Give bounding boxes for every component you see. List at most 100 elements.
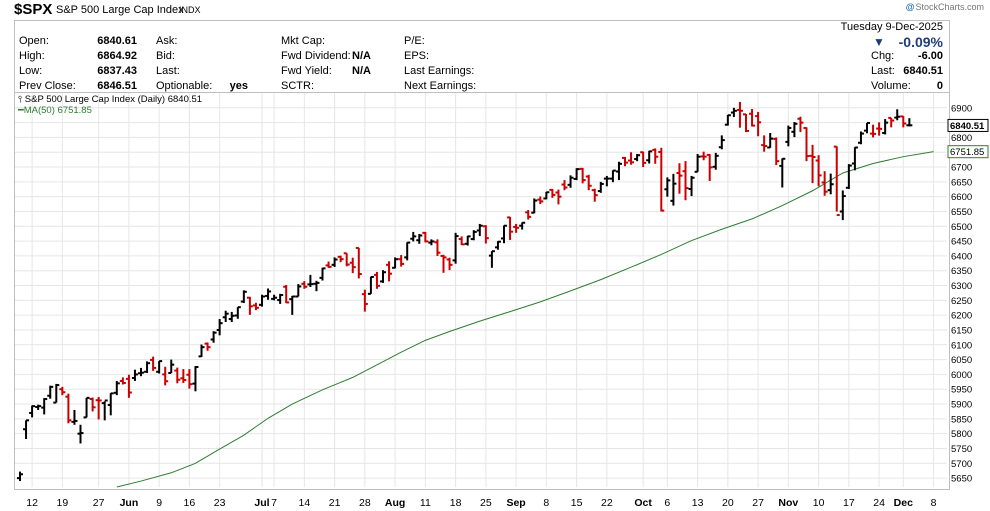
- y-tick-label: 6250: [951, 296, 972, 307]
- ohlc-bar: [482, 225, 489, 244]
- y-tick-label: 6650: [951, 177, 972, 188]
- ohlc-bar: [670, 173, 677, 206]
- ma-line-icon: ━: [18, 105, 24, 116]
- ohlc-bar: [646, 150, 653, 164]
- chart-header: $SPX S&P 500 Large Cap Index INDX @Stock…: [0, 0, 990, 20]
- x-tick-label: 20: [722, 497, 734, 509]
- ohlc-bar: [658, 147, 665, 212]
- x-tick-label: 24: [873, 497, 885, 509]
- x-tick-label: 8: [543, 497, 549, 509]
- ohlc-bar: [821, 171, 828, 196]
- x-tick-label: 10: [813, 497, 825, 509]
- ohlc-bar: [664, 177, 671, 197]
- ohlc-bar: [386, 261, 393, 282]
- last-earnings-label: Last Earnings:: [404, 65, 475, 77]
- ohlc-bar: [682, 161, 689, 201]
- ohlc-bar: [210, 331, 217, 343]
- ohlc-bar: [561, 180, 568, 191]
- ohlc-bar: [313, 280, 320, 292]
- ohlc-bar: [125, 374, 132, 398]
- optionable-value: yes: [229, 80, 248, 92]
- ask-label: Ask:: [156, 35, 178, 47]
- ohlc-bar: [864, 121, 870, 134]
- ohlc-bar: [724, 114, 731, 126]
- ohlc-bar: [131, 369, 138, 381]
- ohlc-bar: [767, 132, 774, 149]
- ohlc-bar: [845, 164, 852, 189]
- ohlc-bar: [779, 157, 786, 188]
- ohlc-bar: [628, 152, 635, 165]
- ohlc-bar: [222, 310, 229, 322]
- stockcharts-credit[interactable]: @StockCharts.com: [906, 2, 984, 12]
- y-tick-label: 6900: [951, 103, 972, 114]
- last-price-tag-box: [947, 118, 989, 132]
- x-tick-label: 18: [450, 497, 462, 509]
- ohlc-bar: [476, 223, 483, 237]
- ohlc-bar: [271, 294, 278, 301]
- y-tick-label: 6200: [951, 311, 972, 322]
- bid-label: Bid:: [156, 50, 175, 62]
- ohlc-bar: [736, 101, 743, 128]
- x-tick-label: Jul: [254, 497, 269, 509]
- pe-label: P/E:: [404, 35, 425, 47]
- ohlc-bar: [652, 148, 659, 164]
- x-tick-label: Jun: [120, 497, 139, 509]
- y-tick-label: 6500: [951, 222, 972, 233]
- ohlc-bar: [906, 118, 913, 127]
- y-tick-label: 5700: [951, 459, 972, 470]
- price-chart-panel[interactable]: [14, 92, 950, 490]
- last-label: Last:: [871, 65, 895, 77]
- ohlc-bar: [265, 288, 272, 300]
- y-tick-label: 6050: [951, 355, 972, 366]
- ohlc-bar: [494, 240, 501, 250]
- ohlc-bar: [228, 311, 235, 322]
- x-tick-label: 16: [184, 497, 196, 509]
- ohlc-bar: [410, 231, 417, 242]
- x-tick-label: Oct: [634, 497, 652, 509]
- volume-label: Volume:: [871, 80, 911, 92]
- ohlc-bar: [259, 294, 265, 307]
- ohlc-bar: [815, 155, 822, 187]
- ohlc-bar: [144, 361, 151, 373]
- ohlc-bar: [640, 151, 647, 168]
- percent-change: -0.09%: [898, 34, 943, 50]
- prev-close-label: Prev Close:: [19, 80, 76, 92]
- x-tick-label: 21: [329, 497, 341, 509]
- x-tick-label: Nov: [778, 497, 798, 509]
- ohlc-bar: [138, 367, 144, 377]
- ma-price-tag-box: [947, 145, 989, 159]
- ohlc-bar: [325, 261, 332, 268]
- x-tick-label: 7: [271, 497, 277, 509]
- x-tick-label: 8: [931, 497, 937, 509]
- ohlc-bar: [870, 124, 877, 138]
- ohlc-bar: [555, 189, 562, 205]
- y-tick-label: 6600: [951, 192, 972, 203]
- ohlc-bar: [900, 115, 907, 128]
- ohlc-bar: [89, 397, 96, 412]
- ohlc-bar: [615, 161, 622, 181]
- quote-panel: Open: 6840.61 High: 6864.92 Low: 6837.43…: [14, 20, 950, 95]
- ohlc-bar: [706, 153, 713, 181]
- ohlc-bar: [156, 360, 163, 374]
- x-tick-label: 19: [57, 497, 69, 509]
- low-label: Low:: [19, 65, 43, 77]
- ohlc-bar: [289, 295, 296, 315]
- ohlc-bar: [113, 380, 120, 396]
- ohlc-bar: [174, 367, 181, 384]
- high-value: 6864.92: [97, 50, 137, 62]
- legend-price-text: S&P 500 Large Cap Index (Daily) 6840.51: [24, 94, 203, 105]
- last-label-mid: Last:: [156, 65, 180, 77]
- ohlc-bar: [277, 293, 284, 304]
- y-tick-label: 6800: [951, 133, 972, 144]
- ohlc-bar: [404, 241, 411, 261]
- ohlc-bar: [609, 169, 616, 183]
- ohlc-bar: [283, 284, 290, 304]
- x-tick-label: 17: [843, 497, 855, 509]
- high-label: High:: [19, 50, 45, 62]
- ohlc-bar: [47, 385, 54, 399]
- open-value: 6840.61: [97, 35, 137, 47]
- ohlc-bar: [755, 111, 762, 137]
- ohlc-bar: [367, 275, 374, 295]
- ohlc-bar: [785, 125, 792, 147]
